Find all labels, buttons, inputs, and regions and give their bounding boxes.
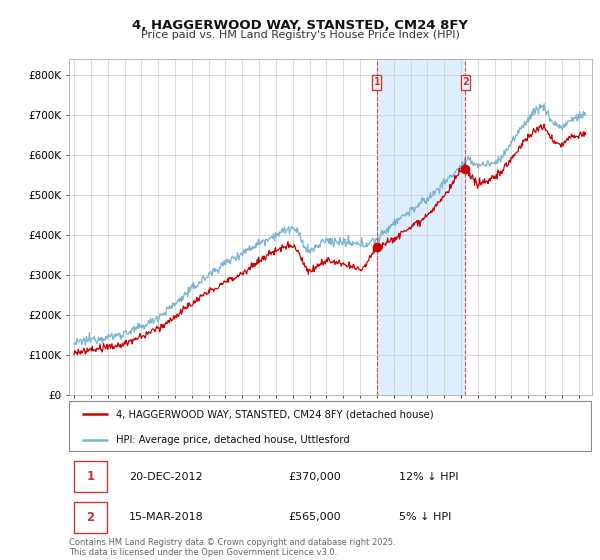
- Text: 5% ↓ HPI: 5% ↓ HPI: [398, 512, 451, 522]
- FancyBboxPatch shape: [74, 461, 107, 492]
- FancyBboxPatch shape: [69, 401, 591, 451]
- Bar: [461, 74, 470, 90]
- Bar: [377, 59, 465, 395]
- Text: HPI: Average price, detached house, Uttlesford: HPI: Average price, detached house, Uttl…: [116, 435, 350, 445]
- Text: 12% ↓ HPI: 12% ↓ HPI: [398, 472, 458, 482]
- Text: £565,000: £565,000: [289, 512, 341, 522]
- Text: Contains HM Land Registry data © Crown copyright and database right 2025.
This d: Contains HM Land Registry data © Crown c…: [69, 538, 395, 557]
- Text: 2: 2: [86, 511, 95, 524]
- Text: 4, HAGGERWOOD WAY, STANSTED, CM24 8FY: 4, HAGGERWOOD WAY, STANSTED, CM24 8FY: [132, 19, 468, 32]
- Bar: [372, 74, 382, 90]
- Text: 1: 1: [373, 77, 380, 87]
- Text: Price paid vs. HM Land Registry's House Price Index (HPI): Price paid vs. HM Land Registry's House …: [140, 30, 460, 40]
- FancyBboxPatch shape: [74, 502, 107, 533]
- Text: 20-DEC-2012: 20-DEC-2012: [129, 472, 203, 482]
- Text: 2: 2: [462, 77, 469, 87]
- Text: £370,000: £370,000: [289, 472, 341, 482]
- Text: 4, HAGGERWOOD WAY, STANSTED, CM24 8FY (detached house): 4, HAGGERWOOD WAY, STANSTED, CM24 8FY (d…: [116, 409, 434, 419]
- Text: 1: 1: [86, 470, 95, 483]
- Text: 15-MAR-2018: 15-MAR-2018: [129, 512, 204, 522]
